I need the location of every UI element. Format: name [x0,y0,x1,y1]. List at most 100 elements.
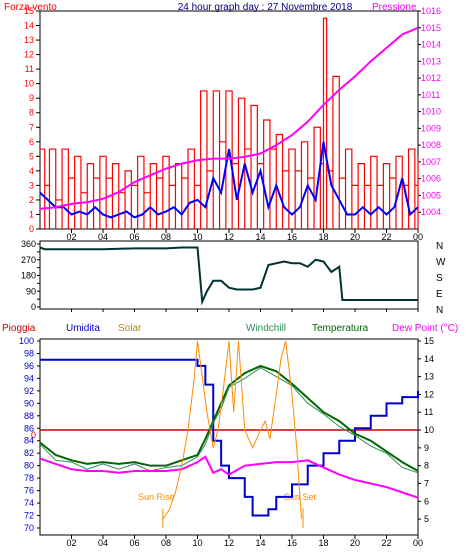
temp-y-tick-label: 7 [424,478,429,488]
climate-x-tick-label: 18 [318,538,328,548]
pressure-axis-title: Pressione [372,2,417,13]
pressure-y-tick-label: 1010 [421,107,441,117]
legend-temperature: Temperatura [312,323,369,334]
climate-x-tick-label: 04 [98,538,108,548]
sunrise-label: Sun Rise [138,492,175,502]
direction-y-tick-label: 180 [21,271,36,281]
wind-x-tick-label: 08 [161,232,171,242]
wind-gust-line [39,141,419,219]
pressure-y-tick-label: 1004 [421,207,441,217]
wind-y-tick-label: 11 [25,64,34,74]
wind-x-tick-label: 20 [350,232,360,242]
temp-y-tick-label: 11 [424,407,433,417]
humidity-y-tick-label: 92 [24,386,34,396]
wind-y-tick-label: 1 [29,209,34,219]
wind-y-tick-label: 0 [29,224,34,234]
humidity-y-tick-label: 98 [24,348,34,358]
wind-y-tick-label: 12 [24,50,34,60]
temp-y-tick-label: 6 [424,496,429,506]
wind-x-tick-label: 00 [413,232,423,242]
wind-y-tick-label: 3 [29,180,34,190]
direction-y-tick-label: 360 [21,239,36,249]
wind-y-tick-label: 14 [24,21,34,31]
wind-x-tick-label: 14 [255,232,265,242]
wind-x-tick-label: 06 [129,232,139,242]
wind-speed-line [40,17,419,229]
pressure-y-tick-label: 1009 [421,123,441,133]
wind-axis-title: Forza vento [4,2,57,13]
humidity-y-tick-label: 84 [24,436,34,446]
compass-n-bottom: N [436,305,443,316]
pressure-y-tick-label: 1007 [421,157,441,167]
legend-dewpoint: Dew Point (°C) [392,323,458,334]
wind-x-tick-label: 12 [224,232,234,242]
temperature-line [39,364,419,472]
humidity-y-tick-label: 94 [24,373,34,383]
chart-marks: 0123456789101112131415100410051006100710… [19,6,441,548]
climate-x-tick-label: 00 [413,538,423,548]
windchill-line [39,367,419,474]
wind-y-tick-label: 7 [29,122,34,132]
wind-y-tick-label: 4 [29,166,34,176]
climate-x-tick-label: 22 [381,538,391,548]
wind-x-tick-label: 02 [66,232,76,242]
compass-e: E [436,289,443,300]
wind-y-tick-label: 13 [24,35,34,45]
climate-x-tick-label: 06 [129,538,139,548]
wind-y-tick-label: 8 [29,108,34,118]
pressure-y-tick-label: 1006 [421,174,441,184]
direction-y-tick-label: 90 [26,286,36,296]
humidity-y-tick-label: 80 [24,461,34,471]
pressure-y-tick-label: 1012 [421,73,441,83]
humidity-y-tick-label: 74 [24,498,34,508]
humidity-y-tick-label: 100 [19,336,34,346]
pressure-y-tick-label: 1015 [421,23,441,33]
panel-direction-frame [39,240,419,310]
wind-x-tick-label: 04 [98,232,108,242]
panel-wind-frame [39,10,419,230]
chart-title: 24 hour graph day : 27 Novembre 2018 [178,2,353,13]
pressure-y-tick-label: 1016 [421,6,441,16]
wind-x-tick-label: 22 [381,232,391,242]
direction-y-tick-label: 0 [31,302,36,312]
pressure-y-tick-label: 1008 [421,140,441,150]
dewpoint-line [39,455,419,499]
legend-solar: Solar [118,323,142,334]
climate-x-tick-label: 12 [224,538,234,548]
humidity-y-tick-label: 90 [24,398,34,408]
humidity-y-tick-label: 82 [24,448,34,458]
pressure-y-tick-label: 1013 [421,56,441,66]
temp-y-tick-label: 9 [424,443,429,453]
humidity-y-tick-label: 76 [24,486,34,496]
humidity-y-tick-label: 70 [24,523,34,533]
climate-x-tick-label: 10 [192,538,202,548]
wind-y-tick-label: 5 [29,151,34,161]
humidity-y-tick-label: 96 [24,361,34,371]
wind-y-tick-label: 9 [29,93,34,103]
temp-y-tick-label: 14 [424,354,434,364]
compass-w: W [436,257,446,268]
temp-y-tick-label: 15 [424,336,434,346]
climate-x-tick-label: 16 [287,538,297,548]
temp-y-tick-label: 13 [424,372,434,382]
climate-x-tick-label: 02 [66,538,76,548]
legend-rain: Pioggia [2,323,36,334]
wind-y-tick-label: 10 [24,79,34,89]
wind-x-tick-label: 18 [318,232,328,242]
pressure-y-tick-label: 1005 [421,190,441,200]
temp-y-tick-label: 12 [424,389,434,399]
legend-humidity: Umidita [66,323,100,334]
climate-x-tick-label: 14 [255,538,265,548]
wind-direction-line [39,246,418,306]
legend-windchill: Windchill [246,323,286,334]
wind-y-tick-label: 6 [29,137,34,147]
pressure-line [39,26,419,210]
climate-x-tick-label: 08 [161,538,171,548]
humidity-y-tick-label: 72 [24,511,34,521]
wind-y-tick-label: 2 [29,195,34,205]
humidity-y-tick-label: 78 [24,473,34,483]
pressure-y-tick-label: 1014 [421,40,441,50]
direction-y-tick-label: 270 [21,255,36,265]
